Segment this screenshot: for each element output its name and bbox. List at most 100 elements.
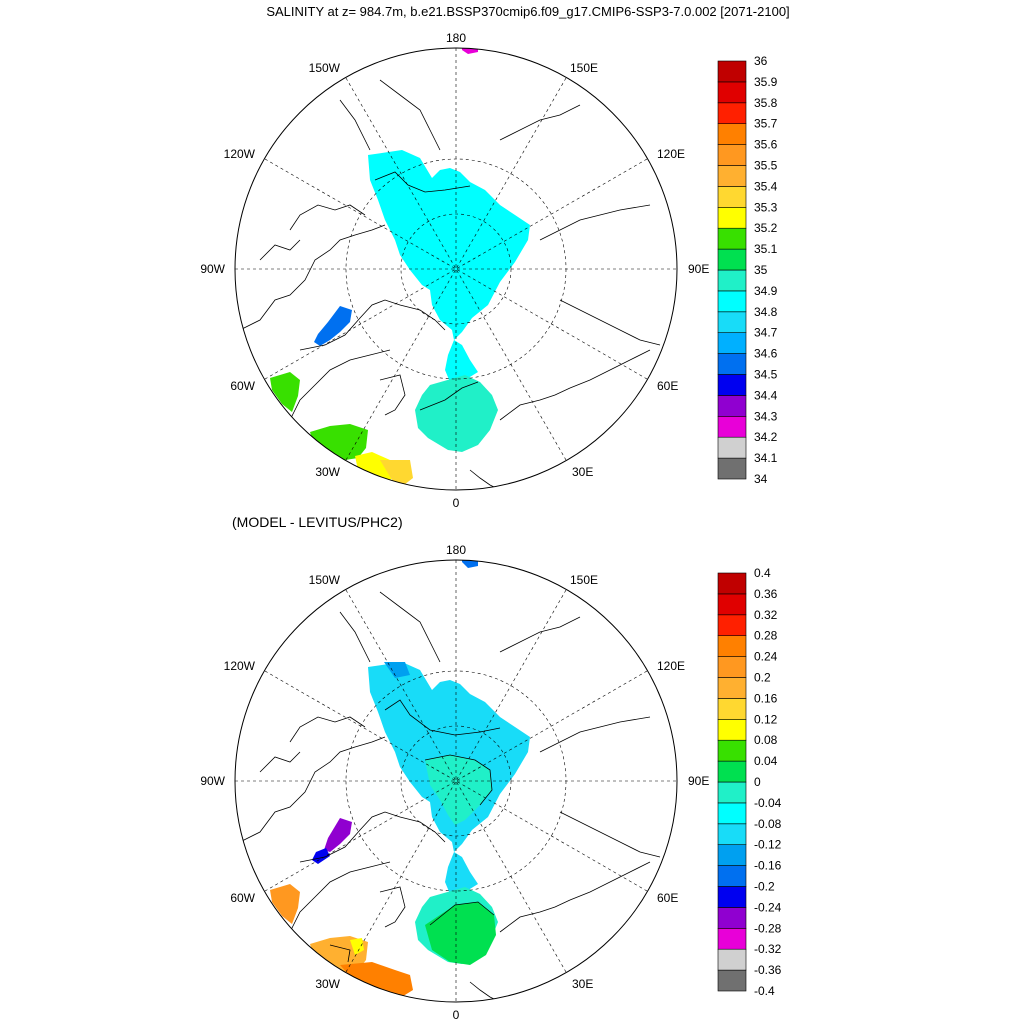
colorbar-swatch bbox=[717, 677, 747, 699]
colorbar-tick-label: 0.28 bbox=[754, 629, 778, 643]
colorbar-swatch bbox=[717, 635, 747, 657]
salinity-region-greenland-sea bbox=[415, 375, 498, 452]
lon-label-60e: 60E bbox=[657, 379, 678, 393]
colorbar-swatch bbox=[717, 186, 747, 208]
colorbar-tick-label: 35.5 bbox=[754, 159, 778, 173]
salinity-region-arctic-basin bbox=[368, 150, 530, 340]
colorbar-swatch bbox=[717, 739, 747, 762]
colorbar-swatch bbox=[717, 802, 747, 825]
anomaly-region-central-arctic bbox=[425, 755, 492, 825]
colorbar-tick-label: 0.04 bbox=[754, 754, 778, 768]
colorbar-tick-label: 35.4 bbox=[754, 179, 778, 193]
colorbar-tick-label: 35.6 bbox=[754, 138, 778, 152]
lon-label-150w: 150W bbox=[309, 61, 341, 75]
colorbar-tick-label: 34.3 bbox=[754, 409, 778, 423]
anomaly-region-north-atlantic-yellow bbox=[350, 938, 364, 955]
colorbar-tick-label: -0.28 bbox=[754, 921, 782, 935]
lon-label-30w: 30W bbox=[315, 977, 340, 991]
salinity-region-nordic-seas bbox=[445, 340, 478, 382]
colorbar-swatch bbox=[717, 572, 747, 595]
colorbar-tick-label: 0.12 bbox=[754, 712, 778, 726]
anomaly-region-labrador-sea bbox=[270, 884, 300, 924]
anomaly-colorbar: 0.4 0.36 0.32 0.28 0.24 0.2 0.16 0.12 0.08 0.04 0 -… bbox=[717, 566, 782, 998]
colorbar-swatch bbox=[717, 844, 747, 866]
colorbar-swatch bbox=[717, 415, 747, 438]
salinity-colorbar: 36 35.9 35.8 35.7 35.6 35.5 35.4 35.3 35.2 35.1 35… bbox=[717, 54, 778, 486]
colorbar-tick-label: 35.1 bbox=[754, 242, 778, 256]
colorbar-tick-label: 0.2 bbox=[754, 671, 771, 685]
lon-label-150e: 150E bbox=[570, 573, 598, 587]
lon-label-60e: 60E bbox=[657, 891, 678, 905]
colorbar-swatch bbox=[717, 123, 747, 145]
colorbar-swatch bbox=[717, 102, 747, 125]
figure-title: SALINITY at z= 984.7m, b.e21.BSSP370cmip… bbox=[266, 4, 789, 19]
colorbar-tick-label: 35.8 bbox=[754, 96, 778, 110]
map-boundary bbox=[234, 47, 678, 491]
salinity-contour bbox=[419, 381, 479, 411]
colorbar-swatch bbox=[717, 698, 747, 720]
anomaly-map-panel: 180 0 90W 90E 150W 150E 120W 120E 60W 60… bbox=[200, 543, 781, 1022]
colorbar-swatch bbox=[717, 332, 747, 354]
lon-label-30w: 30W bbox=[315, 465, 340, 479]
anomaly-region-north-atlantic-dark-orange bbox=[340, 962, 413, 998]
colorbar-tick-label: 35.9 bbox=[754, 75, 778, 89]
colorbar-tick-label: 36 bbox=[754, 54, 768, 68]
colorbar-tick-label: 34 bbox=[754, 472, 768, 486]
anomaly-field bbox=[239, 560, 661, 1002]
salinity-region-baffin-bay bbox=[314, 306, 352, 346]
anomaly-subtitle: (MODEL - LEVITUS/PHC2) bbox=[232, 514, 403, 530]
lon-label-120w: 120W bbox=[224, 659, 256, 673]
salinity-map-panel: 180 0 90W 90E 150W 150E 120W 120E 60W 60… bbox=[200, 31, 777, 510]
lon-label-30e: 30E bbox=[572, 465, 593, 479]
lon-label-90e: 90E bbox=[688, 262, 709, 276]
anomaly-contours bbox=[329, 699, 501, 963]
colorbar-swatch bbox=[717, 656, 747, 678]
colorbar-tick-label: 34.9 bbox=[754, 284, 778, 298]
colorbar-swatch bbox=[717, 969, 747, 992]
colorbar-swatch bbox=[717, 436, 747, 459]
colorbar-swatch bbox=[717, 865, 747, 887]
anomaly-region-nordic-seas bbox=[445, 852, 478, 894]
lon-label-60w: 60W bbox=[230, 891, 255, 905]
colorbar-swatch bbox=[717, 144, 747, 166]
colorbar-swatch bbox=[717, 269, 747, 292]
colorbar-swatch bbox=[717, 207, 747, 229]
lon-label-90w: 90W bbox=[200, 774, 225, 788]
colorbar-tick-label: 34.4 bbox=[754, 388, 778, 402]
colorbar-swatch bbox=[717, 823, 747, 845]
map-boundary bbox=[234, 559, 678, 1003]
colorbar-tick-label: 35.2 bbox=[754, 221, 778, 235]
lon-label-150w: 150W bbox=[309, 573, 341, 587]
anomaly-region-baffin-bay-blue bbox=[312, 848, 330, 864]
colorbar-tick-label: 0.08 bbox=[754, 733, 778, 747]
colorbar-swatch bbox=[717, 311, 747, 333]
anomaly-region-norwegian-sea bbox=[425, 902, 496, 965]
colorbar-tick-label: -0.04 bbox=[754, 796, 782, 810]
colorbar-swatch bbox=[717, 948, 747, 971]
lon-label-180: 180 bbox=[446, 543, 466, 557]
salinity-region-north-pole bbox=[462, 48, 478, 54]
colorbar-swatch bbox=[717, 760, 747, 783]
colorbar-tick-label: 34.5 bbox=[754, 368, 778, 382]
lon-label-90w: 90W bbox=[200, 262, 225, 276]
colorbar-swatch bbox=[717, 614, 747, 636]
colorbar-tick-label: 0 bbox=[754, 775, 761, 789]
lon-label-120e: 120E bbox=[657, 147, 685, 161]
colorbar-tick-label: 0.16 bbox=[754, 691, 778, 705]
colorbar-tick-label: -0.16 bbox=[754, 859, 782, 873]
lon-label-180: 180 bbox=[446, 31, 466, 45]
colorbar-tick-label: -0.36 bbox=[754, 963, 782, 977]
colorbar-swatch bbox=[717, 457, 747, 480]
graticule bbox=[235, 560, 677, 1002]
colorbar-tick-label: 0.32 bbox=[754, 608, 778, 622]
coastlines bbox=[239, 79, 661, 490]
colorbar-swatch bbox=[717, 374, 747, 396]
colorbar-swatch bbox=[717, 227, 747, 250]
colorbar-swatch bbox=[717, 927, 747, 950]
lon-label-120e: 120E bbox=[657, 659, 685, 673]
colorbar-tick-label: 0.36 bbox=[754, 587, 778, 601]
colorbar-swatch bbox=[717, 353, 747, 375]
colorbar-tick-label: 0.24 bbox=[754, 650, 778, 664]
anomaly-region-baffin-bay-purple bbox=[324, 818, 352, 852]
